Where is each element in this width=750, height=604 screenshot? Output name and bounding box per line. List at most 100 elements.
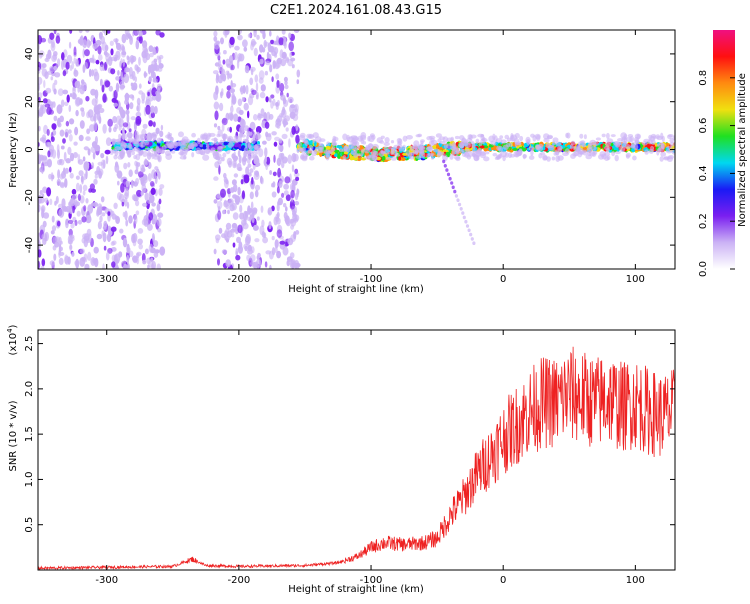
signal-halo [578, 141, 585, 147]
signal-halo [380, 135, 385, 139]
noise-blob [140, 191, 144, 196]
noise-blob [266, 51, 270, 61]
signal-halo [551, 156, 556, 161]
noise-blob [48, 109, 54, 115]
noise-blob [136, 251, 142, 257]
signal-halo [578, 150, 585, 155]
noise-blob [217, 210, 222, 220]
signal-halo [415, 134, 421, 138]
noise-blob [248, 172, 252, 177]
noise-blob [135, 39, 140, 50]
noise-blob [227, 209, 230, 215]
noise-blob [41, 258, 46, 267]
signal-halo [195, 147, 202, 155]
noise-blob [91, 162, 95, 169]
noise-blob [288, 138, 291, 148]
signal-halo [353, 151, 359, 158]
snr-y-axis: 0.5 1.0 1.5 2.0 2.5 [24, 336, 675, 533]
noise-blob [277, 167, 281, 178]
noise-blob [263, 39, 267, 49]
noise-blob [156, 203, 161, 212]
signal-blob [512, 148, 519, 151]
noise-blob [123, 73, 130, 84]
noise-blob [98, 31, 103, 38]
signal-halo [614, 151, 621, 155]
signal-halo [506, 142, 511, 148]
noise-blob [94, 174, 98, 179]
noise-blob [39, 190, 43, 195]
signal-halo [627, 134, 634, 138]
noise-blob [47, 150, 51, 158]
signal-blob [435, 145, 440, 149]
spec-x-tick-label: -200 [228, 274, 251, 285]
noise-blob [243, 174, 250, 180]
noise-blob [232, 242, 236, 248]
noise-blob [50, 76, 54, 81]
noise-blob [241, 190, 245, 200]
signal-streak [467, 228, 471, 233]
signal-halo [112, 148, 117, 154]
noise-blob [121, 201, 125, 207]
noise-blob [94, 144, 101, 152]
signal-halo [390, 140, 395, 144]
snr-y-label: SNR (10 * v/v) [8, 400, 19, 471]
noise-blob [260, 177, 264, 185]
signal-halo [187, 142, 195, 150]
noise-blob [239, 204, 243, 213]
signal-halo [459, 141, 464, 149]
noise-blob [95, 59, 100, 65]
noise-blob [287, 237, 294, 246]
noise-blob [269, 64, 273, 73]
signal-halo [178, 151, 185, 156]
signal-streak [448, 176, 452, 181]
noise-blob [268, 96, 272, 103]
noise-blob [260, 205, 264, 213]
signal-halo [557, 155, 564, 161]
signal-halo [554, 141, 562, 146]
noise-blob [83, 146, 89, 151]
noise-blob [159, 184, 165, 189]
signal-halo [536, 144, 541, 150]
noise-blob [250, 201, 254, 210]
noise-blob [62, 138, 66, 144]
signal-halo [170, 136, 174, 144]
noise-blob [85, 136, 91, 142]
noise-blob [147, 173, 152, 182]
noise-blob [276, 79, 280, 89]
signal-halo [543, 138, 550, 143]
noise-blob [272, 98, 276, 107]
signal-halo [528, 146, 535, 152]
noise-blob [223, 50, 227, 55]
noise-blob [51, 174, 55, 180]
noise-blob [41, 63, 47, 69]
noise-blob [226, 238, 229, 243]
noise-blob [267, 42, 272, 53]
signal-halo [203, 149, 210, 154]
noise-blob [244, 125, 250, 132]
noise-blob [249, 77, 254, 86]
signal-halo [522, 153, 527, 160]
signal-streak [465, 224, 470, 228]
noise-blob [151, 64, 157, 72]
noise-blob [58, 208, 65, 218]
noise-blob [275, 102, 279, 107]
noise-blob [281, 30, 286, 35]
noise-blob [97, 104, 102, 109]
noise-blob [294, 214, 300, 222]
signal-halo [138, 151, 143, 157]
spec-y-tick-label: 40 [24, 48, 35, 61]
noise-blob [46, 128, 50, 136]
signal-halo [135, 134, 140, 140]
signal-streak [462, 215, 466, 220]
noise-blob [213, 101, 220, 110]
snr-y-tick-label: 1.5 [24, 426, 35, 442]
noise-blob [232, 212, 239, 220]
noise-blob [221, 117, 228, 126]
noise-blob [38, 35, 43, 45]
signal-halo [131, 150, 135, 156]
signal-halo [168, 141, 175, 149]
noise-blob [142, 259, 147, 265]
noise-blob [59, 173, 64, 180]
signal-halo [352, 135, 359, 141]
signal-halo [254, 151, 258, 155]
